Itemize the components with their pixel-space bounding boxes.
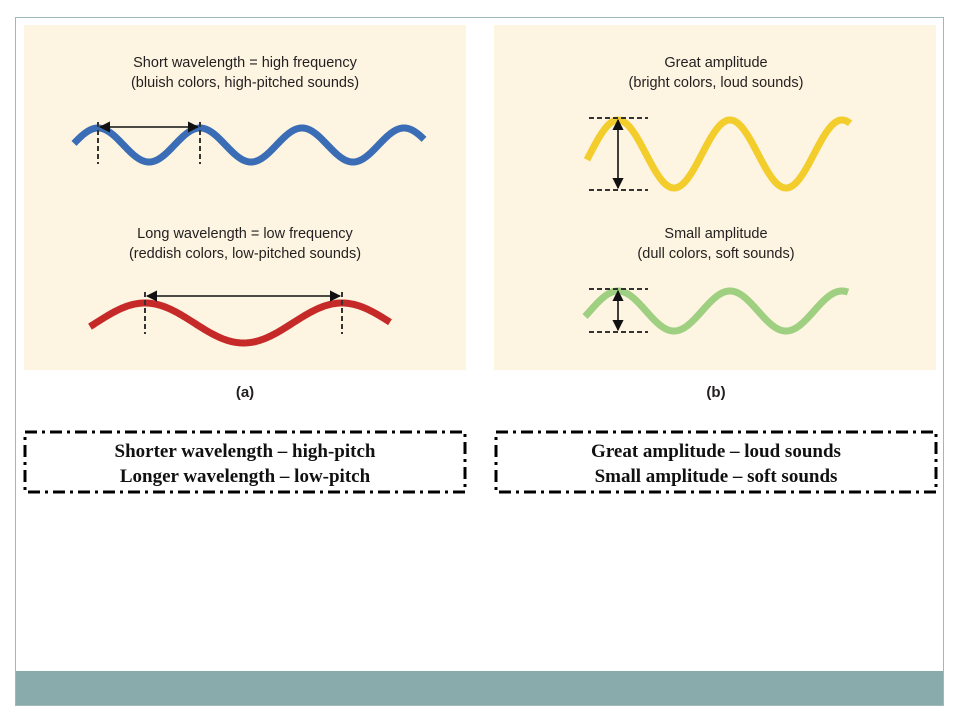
wave <box>71 124 427 166</box>
panel-b <box>494 25 936 370</box>
note-text: Small amplitude – soft sounds <box>595 466 838 487</box>
wave <box>583 116 853 192</box>
caption: Great amplitude <box>664 55 767 71</box>
note-text: Great amplitude – loud sounds <box>591 441 841 462</box>
caption: (bluish colors, high-pitched sounds) <box>131 75 359 91</box>
caption: (reddish colors, low-pitched sounds) <box>129 246 361 262</box>
caption: (bright colors, loud sounds) <box>629 75 804 91</box>
caption: (dull colors, soft sounds) <box>637 246 794 262</box>
wave <box>582 287 850 335</box>
note-text: Longer wavelength – low-pitch <box>120 466 371 487</box>
caption: Long wavelength = low frequency <box>137 226 353 242</box>
note-box <box>494 430 938 494</box>
panel-label: (b) <box>706 384 725 401</box>
panel-a <box>24 25 466 370</box>
footer-bar <box>16 671 943 705</box>
note-box <box>23 430 467 494</box>
caption: Short wavelength = high frequency <box>133 55 357 71</box>
caption: Small amplitude <box>664 226 767 242</box>
wave <box>88 299 392 347</box>
waves <box>71 116 853 347</box>
panel-label: (a) <box>236 384 254 401</box>
note-text: Shorter wavelength – high-pitch <box>115 441 376 462</box>
